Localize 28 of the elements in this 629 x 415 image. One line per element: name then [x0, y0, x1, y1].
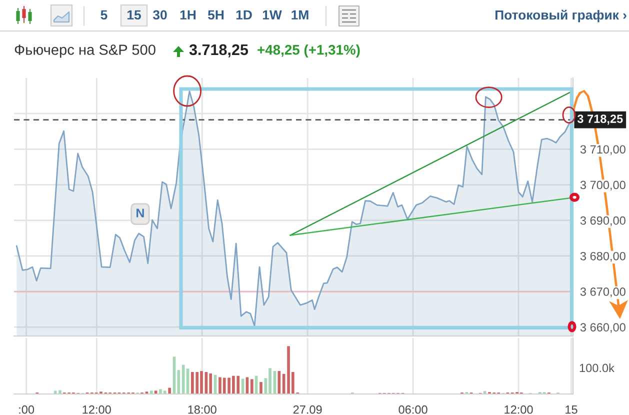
text: 1M: [292, 10, 308, 20]
y-tick-label: 3 700,00: [580, 180, 626, 191]
y-tick-label: 3 670,00: [580, 288, 626, 298]
text: 1D: [236, 10, 252, 20]
chart-title: Фьючерс на S&P 500: [14, 44, 156, 58]
y-tick-label: 3 690,00: [580, 216, 626, 226]
text: 3.718,25: [189, 44, 248, 58]
annotation: N: [136, 208, 144, 218]
x-tick-label: 12:00: [504, 405, 533, 414]
text: 1W: [262, 10, 282, 20]
text: 100.0k: [580, 363, 614, 372]
text: 15: [127, 10, 141, 20]
x-tick-label: 27.09: [293, 405, 322, 414]
y-tick-label: 3 660,00: [580, 323, 626, 333]
ref-line-label: 3 718,25: [577, 114, 623, 125]
y-tick-label: 3 680,00: [580, 252, 626, 262]
x-tick-label: :00: [19, 405, 34, 414]
text: 1H: [180, 10, 196, 20]
text: 5: [100, 10, 108, 20]
x-tick-label: 12:00: [82, 405, 111, 414]
text: Потоковый график ›: [495, 10, 626, 22]
text: +48,25 (+1,31%): [258, 44, 360, 58]
text: 5H: [208, 10, 224, 20]
text: 30: [152, 10, 167, 20]
x-tick-label: 15: [566, 406, 578, 414]
x-tick-label: 18:00: [188, 405, 216, 414]
x-tick-label: 06:00: [398, 405, 428, 414]
y-tick-label: 3 710,00: [580, 145, 626, 155]
